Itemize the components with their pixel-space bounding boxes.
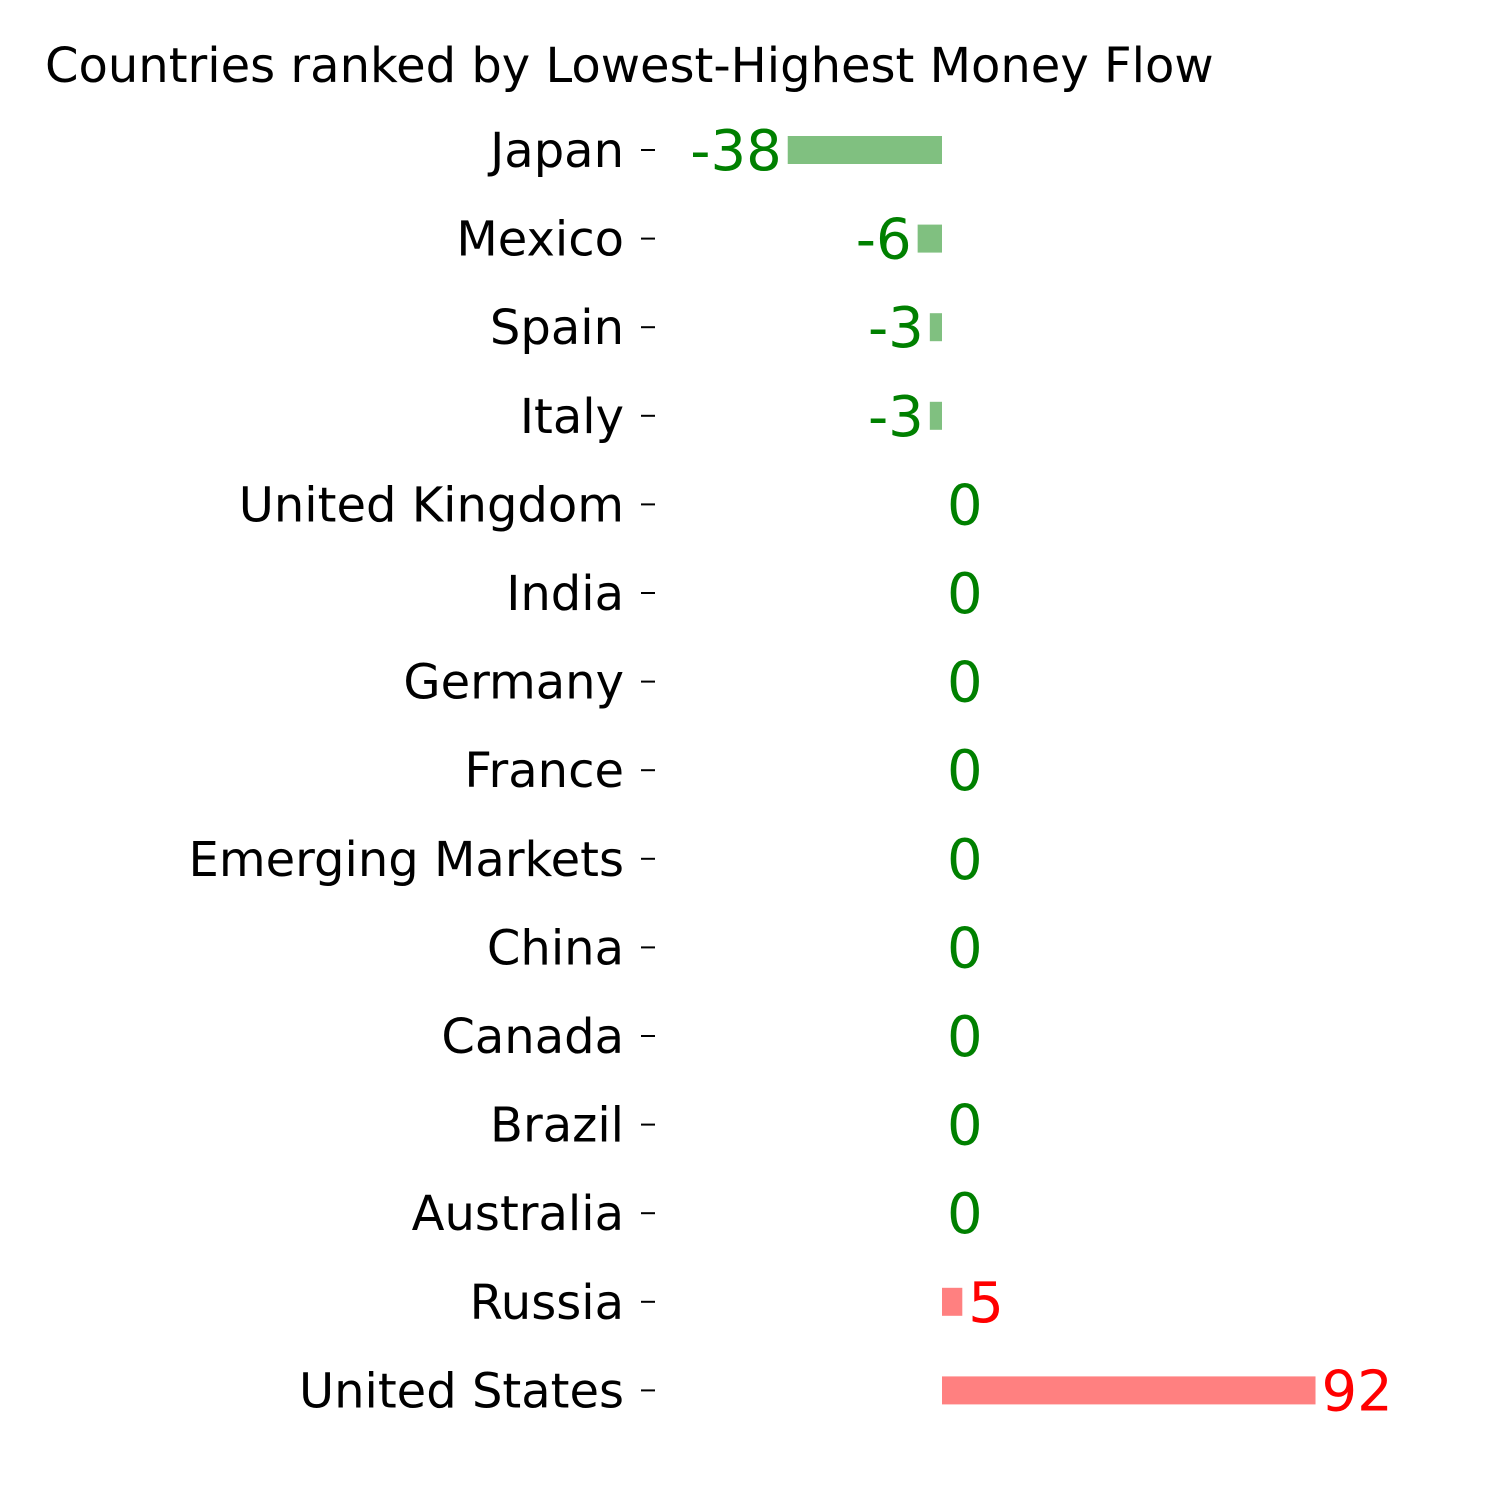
chart-title: Countries ranked by Lowest-Highest Money… [45,38,1214,94]
value-label-united-states: 92 [1322,1359,1393,1424]
value-label-emerging-markets: 0 [947,828,983,893]
category-label-australia: Australia [412,1186,624,1242]
value-label-australia: 0 [947,1182,983,1247]
bar-japan [787,136,942,164]
value-label-brazil: 0 [947,1094,983,1159]
bar-spain [929,313,942,342]
value-label-italy: -3 [868,385,924,450]
category-label-spain: Spain [490,300,624,356]
value-label-spain: -3 [868,296,924,361]
category-label-emerging-markets: Emerging Markets [189,832,624,888]
bar-united-states [942,1376,1316,1405]
value-label-india: 0 [947,562,983,627]
bar-italy [929,401,942,430]
category-label-canada: Canada [441,1009,624,1065]
value-label-russia: 5 [968,1271,1004,1336]
category-label-india: India [506,566,624,622]
value-labels: -38 -6 -3 -3 0 0 0 0 0 0 0 0 0 5 92 [690,119,1393,1424]
bar-mexico [917,224,942,253]
value-label-united-kingdom: 0 [947,473,983,538]
category-labels: Japan Mexico Spain Italy United Kingdom India… [189,123,624,1419]
category-label-united-states: United States [299,1363,624,1419]
category-label-brazil: Brazil [490,1098,624,1154]
category-label-china: China [487,920,624,976]
category-label-united-kingdom: United Kingdom [239,477,624,533]
category-label-russia: Russia [470,1275,624,1331]
category-label-italy: Italy [520,389,624,445]
value-label-china: 0 [947,916,983,981]
y-axis-ticks [641,149,655,1392]
value-label-canada: 0 [947,1005,983,1070]
value-label-germany: 0 [947,651,983,716]
bar-russia [942,1287,963,1316]
category-label-germany: Germany [403,655,624,711]
category-label-france: France [464,743,624,799]
value-label-japan: -38 [690,119,781,184]
value-label-france: 0 [947,739,983,804]
bars [787,136,1316,1405]
category-label-japan: Japan [487,123,624,179]
category-label-mexico: Mexico [456,212,624,268]
value-label-mexico: -6 [856,208,912,273]
